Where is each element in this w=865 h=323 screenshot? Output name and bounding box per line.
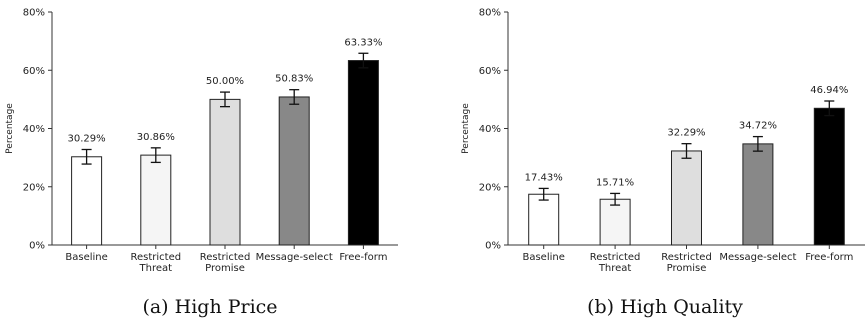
y-tick-label: 80% (23, 8, 45, 19)
bar (528, 193, 560, 246)
chart-high-quality: 0% 20% 40% 60% 80% Percentage 17.43% Baseline 15… (461, 8, 865, 318)
y-tick-label: 20% (23, 182, 45, 193)
bar (742, 143, 774, 246)
data-label: 30.86% (137, 132, 175, 143)
y-tick-label: 80% (479, 8, 501, 19)
x-tick-label: Restricted Promise (661, 252, 712, 274)
data-label: 30.29% (68, 133, 106, 144)
x-tick-label: Restricted Threat (590, 252, 641, 274)
y-tick-label: 20% (479, 182, 501, 193)
bar (71, 156, 103, 246)
chart-high-price: 0% 20% 40% 60% 80% Percentage 30.29% Baseline 30… (5, 8, 398, 318)
data-label: 50.83% (275, 74, 313, 85)
y-tick-label: 40% (23, 124, 45, 135)
y-tick-label: 40% (479, 124, 501, 135)
bar (347, 60, 379, 246)
x-tick-label: Restricted Threat (131, 252, 182, 274)
data-label: 34.72% (739, 121, 777, 132)
y-axis-label: Percentage (5, 103, 15, 154)
chart-caption: (b) High Quality (587, 296, 743, 318)
y-tick-label: 60% (23, 66, 45, 77)
data-label: 63.33% (344, 37, 382, 48)
y-tick-label: 60% (479, 66, 501, 77)
data-label: 17.43% (525, 172, 563, 183)
x-tick-label: Free-form (339, 252, 387, 263)
x-tick-label: Baseline (65, 252, 107, 263)
data-label: 15.71% (596, 177, 634, 188)
bar (209, 98, 241, 246)
bar (813, 107, 845, 246)
bar (278, 96, 310, 246)
bar (599, 198, 631, 246)
x-tick-label: Baseline (522, 252, 564, 263)
x-tick-label: Restricted Promise (200, 252, 251, 274)
data-label: 46.94% (810, 85, 848, 96)
y-axis-label: Percentage (461, 103, 471, 154)
data-label: 50.00% (206, 76, 244, 87)
data-label: 32.29% (667, 128, 705, 139)
x-tick-label: Message-select (256, 252, 333, 263)
y-tick-label: 0% (485, 241, 501, 252)
x-tick-label: Message-select (719, 252, 796, 263)
y-tick-label: 0% (29, 241, 45, 252)
chart-caption: (a) High Price (142, 296, 277, 318)
bar (671, 150, 702, 246)
bar (140, 154, 172, 246)
x-tick-label: Free-form (805, 252, 853, 263)
